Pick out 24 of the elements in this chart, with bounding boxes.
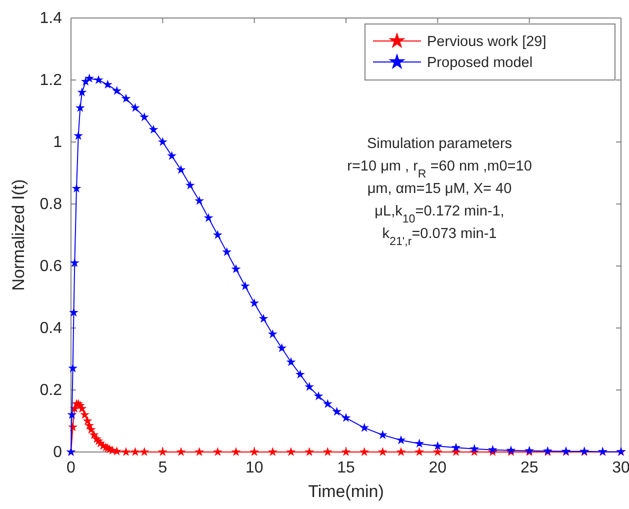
y-tick-label: 0 — [53, 444, 62, 462]
annotation: μL,k$_{10}$=0.172 min-1, — [374, 204, 504, 225]
legend-label: Pervious work [29] — [427, 34, 546, 50]
y-axis-title: Normalized I(t) — [9, 179, 28, 291]
y-tick-label: 0.2 — [40, 382, 62, 400]
annotation: μm, αm=15 μM, Χ= 40 — [367, 181, 512, 197]
annotation: r=10 μm , r$_{R}$ =60 nm ,m0=10 — [347, 158, 532, 180]
y-tick-label: 0.6 — [40, 258, 62, 276]
y-tick-label: 1.2 — [40, 72, 62, 90]
x-tick-label: 25 — [520, 459, 538, 476]
x-tick-label: 10 — [245, 459, 264, 476]
x-axis-title: Time(min) — [308, 482, 384, 501]
x-tick-label: 5 — [158, 459, 168, 476]
legend-label: Proposed model — [427, 55, 533, 71]
x-tick-label: 20 — [428, 459, 447, 476]
y-tick-label: 1 — [53, 134, 62, 152]
annotation: k$_{21',r}$=0.073 min-1 — [382, 226, 497, 248]
x-tick-label: 0 — [66, 459, 76, 476]
y-tick-label: 0.8 — [40, 196, 62, 214]
y-tick-label: 1.4 — [40, 10, 62, 28]
annotation: Simulation parameters — [366, 136, 512, 152]
y-tick-label: 0.4 — [40, 320, 62, 338]
x-tick-label: 30 — [612, 459, 629, 476]
x-tick-label: 15 — [337, 459, 355, 476]
